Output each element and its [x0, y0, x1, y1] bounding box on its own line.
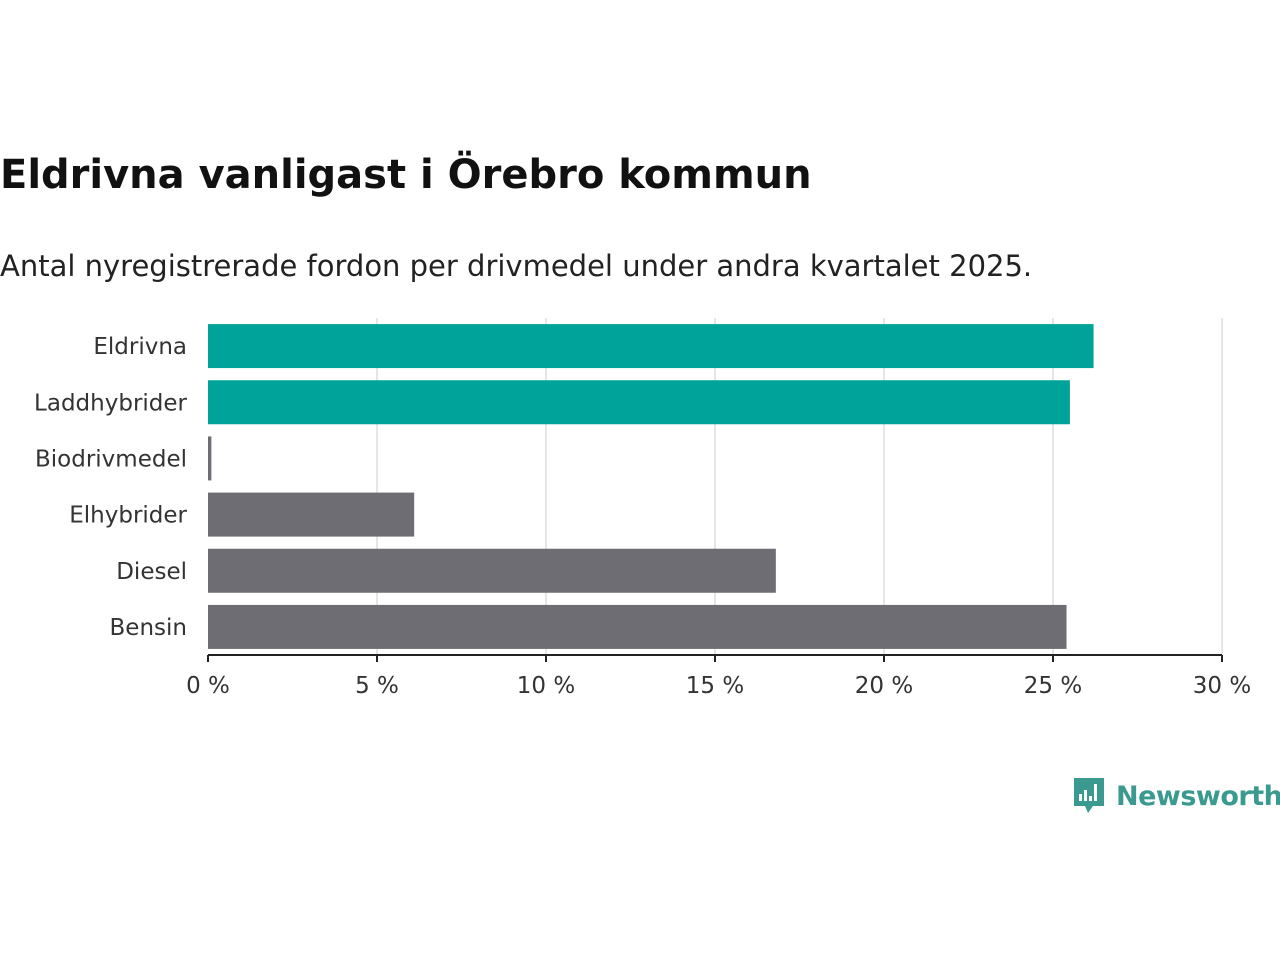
grid-lines — [376, 318, 1223, 655]
x-tick-label: 10 % — [517, 673, 575, 699]
chart-title: Eldrivna vanligast i Örebro kommun — [0, 152, 812, 198]
category-label: Laddhybrider — [34, 390, 187, 416]
bar-bensin — [208, 604, 1067, 649]
bar-eldrivna — [208, 324, 1094, 369]
bar-laddhybrider — [208, 380, 1070, 425]
x-tick-label: 30 % — [1193, 673, 1251, 699]
bars — [208, 324, 1094, 649]
category-label: Diesel — [116, 559, 187, 585]
x-tick-label: 25 % — [1024, 673, 1082, 699]
bar-elhybrider — [208, 492, 415, 537]
x-tick-label: 15 % — [686, 673, 744, 699]
category-label: Eldrivna — [93, 334, 187, 360]
bar-biodrivmedel — [208, 436, 212, 481]
brand-name: Newsworthy — [1116, 780, 1280, 812]
category-label: Bensin — [110, 615, 187, 641]
bar-chart: Eldrivna Laddhybrider Biodrivmedel Elhybrid… — [34, 318, 1251, 699]
bar-diesel — [208, 548, 776, 593]
x-tick-label: 20 % — [855, 673, 913, 699]
category-label: Biodrivmedel — [35, 446, 187, 472]
x-axis: 0 % 5 % 10 % 15 % 20 % 25 % 30 % — [186, 654, 1251, 699]
chart-subtitle: Antal nyregistrerade fordon per drivmede… — [0, 249, 1033, 283]
x-tick-label: 5 % — [355, 673, 399, 699]
category-label: Elhybrider — [69, 503, 187, 529]
newsworthy-logo[interactable]: Newsworthy — [1072, 774, 1280, 818]
category-labels: Eldrivna Laddhybrider Biodrivmedel Elhybrid… — [34, 334, 187, 641]
x-tick-label: 0 % — [186, 673, 230, 699]
newsworthy-logo-icon — [1074, 778, 1104, 813]
